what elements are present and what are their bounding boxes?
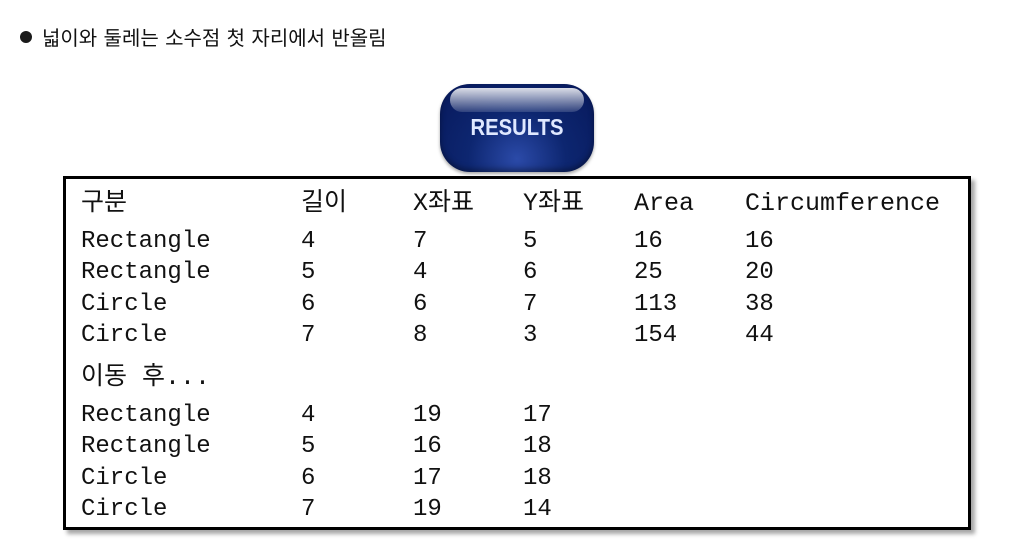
header-row: 구분 길이 X좌표 Y좌표 Area Circumference [66, 189, 968, 219]
after-move-heading: 이동 후... [66, 363, 968, 393]
after-move-label: 이동 후... [81, 363, 211, 392]
cell-shape: Circle [81, 496, 168, 523]
header-length: 길이 [301, 189, 348, 218]
cell-x: 17 [413, 465, 442, 492]
table-row: Circle 7 19 14 [66, 495, 968, 525]
badge-gloss [450, 88, 584, 112]
cell-y: 18 [523, 465, 552, 492]
cell-x: 16 [413, 433, 442, 460]
table-row: Rectangle 4 19 17 [66, 401, 968, 431]
cell-shape: Rectangle [81, 228, 211, 255]
results-label: RESULTS [470, 114, 564, 140]
note-line: 넓이와 둘레는 소수점 첫 자리에서 반올림 [20, 22, 387, 51]
cell-x: 19 [413, 496, 442, 523]
table-row: Rectangle 5 4 6 25 20 [66, 258, 968, 288]
cell-circumference: 44 [745, 322, 774, 349]
cell-length: 6 [301, 465, 316, 492]
cell-shape: Rectangle [81, 402, 211, 429]
cell-length: 5 [301, 259, 316, 286]
cell-y: 14 [523, 496, 552, 523]
cell-length: 7 [301, 322, 316, 349]
cell-y: 6 [523, 259, 538, 286]
cell-y: 17 [523, 402, 552, 429]
cell-length: 4 [301, 228, 316, 255]
table-row: Rectangle 4 7 5 16 16 [66, 227, 968, 257]
cell-length: 5 [301, 433, 316, 460]
cell-circumference: 16 [745, 228, 774, 255]
cell-x: 4 [413, 259, 428, 286]
cell-length: 6 [301, 291, 316, 318]
table-row: Rectangle 5 16 18 [66, 432, 968, 462]
cell-y: 5 [523, 228, 538, 255]
cell-x: 6 [413, 291, 428, 318]
cell-shape: Rectangle [81, 259, 211, 286]
header-y: Y좌표 [523, 189, 585, 218]
cell-shape: Circle [81, 322, 168, 349]
cell-x: 7 [413, 228, 428, 255]
cell-shape: Circle [81, 465, 168, 492]
cell-area: 154 [634, 322, 678, 349]
cell-circumference: 38 [745, 291, 774, 318]
cell-length: 4 [301, 402, 316, 429]
cell-y: 7 [523, 291, 538, 318]
cell-x: 8 [413, 322, 428, 349]
results-panel: 구분 길이 X좌표 Y좌표 Area Circumference Rectang… [63, 176, 971, 530]
cell-y: 3 [523, 322, 538, 349]
header-circumference: Circumference [745, 189, 941, 218]
table-row: Circle 6 17 18 [66, 464, 968, 494]
cell-x: 19 [413, 402, 442, 429]
cell-area: 25 [634, 259, 663, 286]
cell-area: 113 [634, 291, 678, 318]
results-badge: RESULTS [440, 84, 594, 172]
cell-area: 16 [634, 228, 663, 255]
cell-shape: Circle [81, 291, 168, 318]
table-row: Circle 7 8 3 154 44 [66, 321, 968, 351]
header-area: Area [634, 189, 695, 218]
bullet-icon [20, 30, 32, 43]
cell-circumference: 20 [745, 259, 774, 286]
header-category: 구분 [81, 189, 128, 218]
cell-length: 7 [301, 496, 316, 523]
table-row: Circle 6 6 7 113 38 [66, 290, 968, 320]
cell-shape: Rectangle [81, 433, 211, 460]
note-text: 넓이와 둘레는 소수점 첫 자리에서 반올림 [42, 26, 387, 50]
header-x: X좌표 [413, 189, 475, 218]
cell-y: 18 [523, 433, 552, 460]
